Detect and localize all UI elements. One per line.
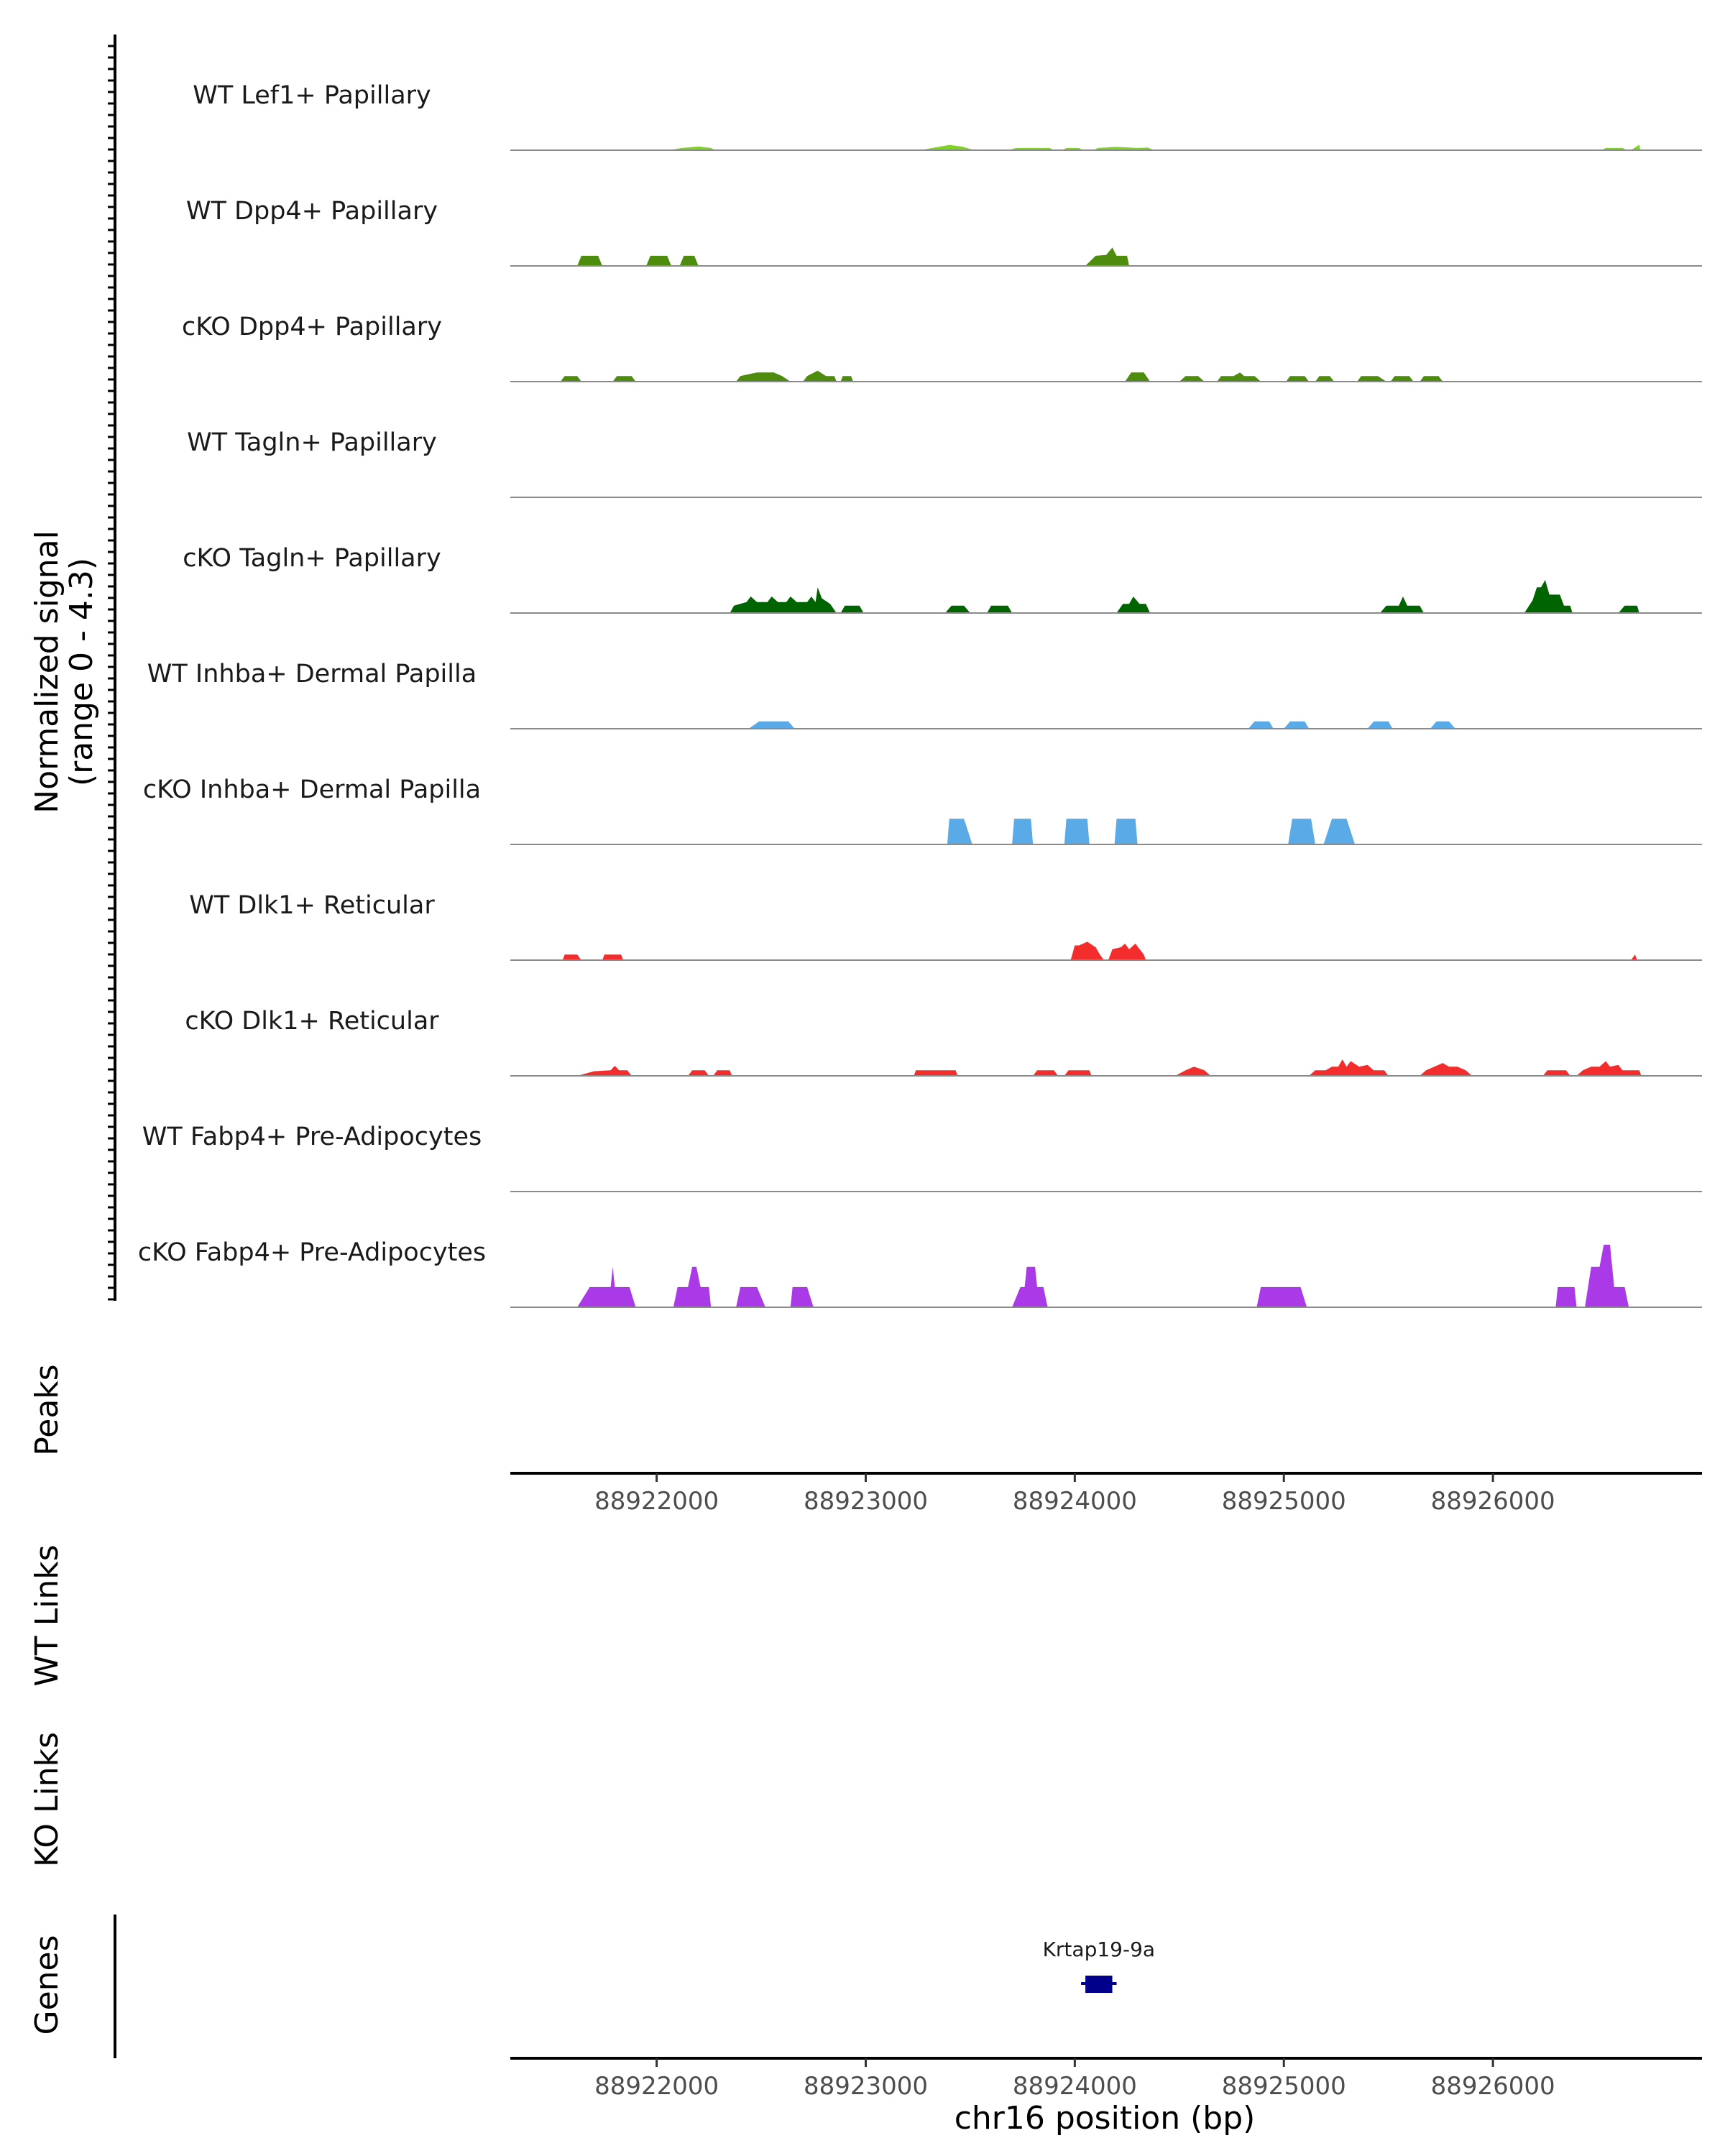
track-label: cKO Dpp4+ Papillary <box>182 313 442 341</box>
gene-label: Krtap19-9a <box>1043 1938 1156 1961</box>
x-axis-bottom-tick-label: 88924000 <box>1013 2072 1137 2101</box>
track-label: cKO Tagln+ Papillary <box>183 544 441 573</box>
track-0: WT Lef1+ Papillary <box>193 81 1702 151</box>
x-axis-top: 88922000 88923000 88924000 88925000 88926000 <box>594 1473 1555 1516</box>
track-3: WT Tagln+ Papillary <box>187 428 1702 498</box>
peaks-label: Peaks <box>29 1364 65 1455</box>
x-axis-top-tick-label: 88925000 <box>1222 1487 1346 1516</box>
track-label: cKO Dlk1+ Reticular <box>185 1007 439 1036</box>
track-coverage-area <box>577 247 1129 266</box>
track-label: cKO Fabp4+ Pre-Adipocytes <box>138 1238 486 1267</box>
x-axis-bottom-tick-label: 88923000 <box>804 2072 928 2101</box>
track-4: cKO Tagln+ Papillary <box>183 544 1702 614</box>
genes-label: Genes <box>29 1935 65 2035</box>
track-7: WT Dlk1+ Reticular <box>189 891 1702 961</box>
track-10: cKO Fabp4+ Pre-Adipocytes <box>138 1238 1702 1308</box>
x-axis-top-tick-label: 88923000 <box>804 1487 928 1516</box>
coverage-tracks: WT Lef1+ Papillary WT Dpp4+ Papillary cKO … <box>138 81 1702 1308</box>
track-coverage-area <box>562 941 1637 960</box>
track-coverage-area <box>669 144 1641 150</box>
track-label: WT Tagln+ Papillary <box>187 428 437 457</box>
x-axis-top-tick-label: 88922000 <box>594 1487 719 1516</box>
track-coverage-area <box>748 721 1455 729</box>
track-coverage-area <box>560 370 1443 382</box>
track-6: cKO Inhba+ Dermal Papilla <box>143 775 1702 845</box>
track-label: WT Fabp4+ Pre-Adipocytes <box>142 1123 482 1151</box>
track-2: cKO Dpp4+ Papillary <box>182 313 1702 382</box>
track-coverage-area <box>730 580 1639 613</box>
track-coverage-area <box>577 1245 1629 1307</box>
ko-links-label: KO Links <box>29 1732 65 1867</box>
track-label: cKO Inhba+ Dermal Papilla <box>143 775 481 804</box>
track-9: WT Fabp4+ Pre-Adipocytes <box>142 1123 1702 1192</box>
track-8: cKO Dlk1+ Reticular <box>185 1007 1702 1077</box>
gene-models: Krtap19-9a <box>1043 1938 1156 1993</box>
track-coverage-area <box>947 819 1356 844</box>
wt-links-label: WT Links <box>29 1544 65 1686</box>
track-label: WT Dlk1+ Reticular <box>189 891 435 920</box>
x-axis-title: chr16 position (bp) <box>954 2100 1256 2137</box>
x-axis-top-tick-label: 88924000 <box>1013 1487 1137 1516</box>
track-label: WT Dpp4+ Papillary <box>186 197 438 226</box>
signal-y-axis-ticks <box>108 45 115 1301</box>
track-label: WT Inhba+ Dermal Papilla <box>147 660 477 688</box>
signal-axis-label-line2: (range 0 - 4.3) <box>63 558 100 786</box>
x-axis-bottom-tick-label: 88925000 <box>1222 2072 1346 2101</box>
track-5: WT Inhba+ Dermal Papilla <box>147 660 1702 729</box>
x-axis-bottom-tick-label: 88926000 <box>1431 2072 1555 2101</box>
x-axis-bottom-tick-label: 88922000 <box>594 2072 719 2101</box>
track-1: WT Dpp4+ Papillary <box>186 197 1702 267</box>
track-coverage-area <box>577 1059 1642 1076</box>
track-label: WT Lef1+ Papillary <box>193 81 431 110</box>
signal-axis-label-line1: Normalized signal <box>29 530 65 814</box>
gene-exon <box>1085 1976 1113 1993</box>
x-axis-top-tick-label: 88926000 <box>1431 1487 1555 1516</box>
x-axis-bottom: 88922000 88923000 88924000 88925000 88926000 <box>594 2058 1555 2101</box>
